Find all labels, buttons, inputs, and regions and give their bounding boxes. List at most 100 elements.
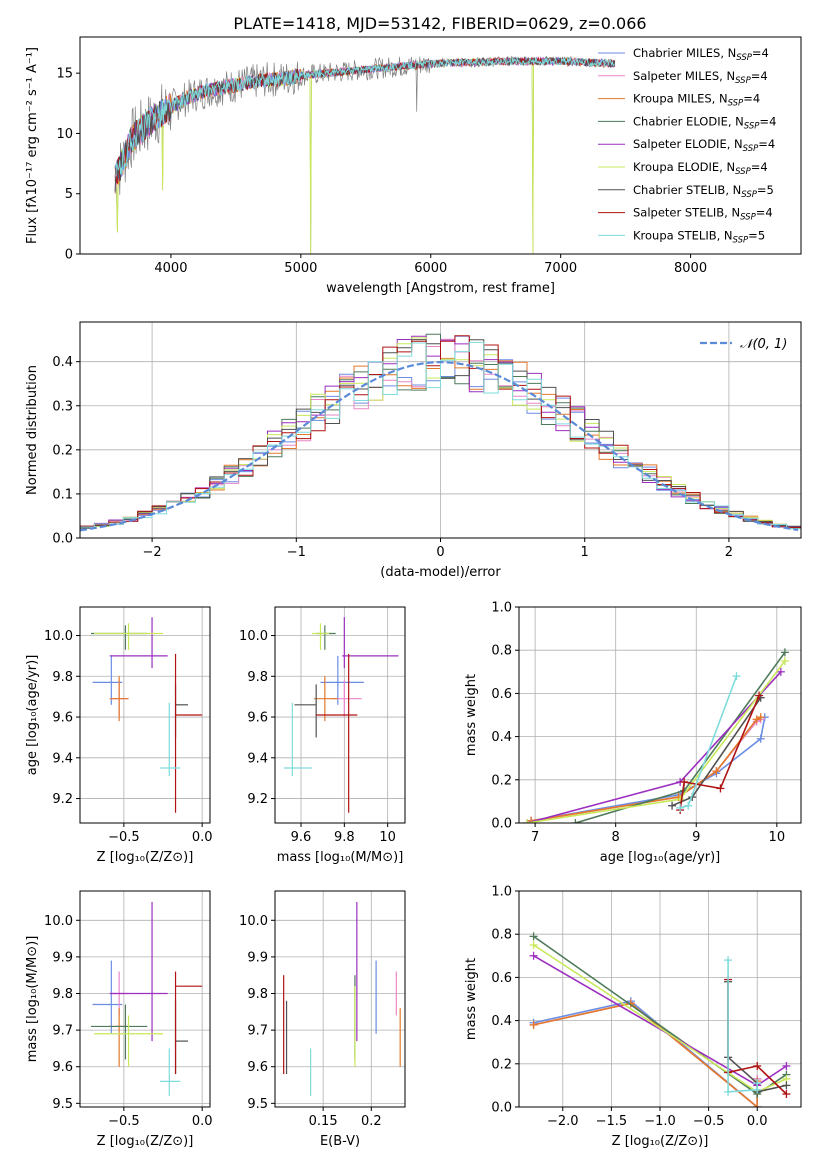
x-axis-label: Z [log₁₀(Z/Z⊙)] (612, 1134, 709, 1149)
legend-name: Kroupa ELODIE (633, 160, 719, 174)
y-tick-label: 0.6 (491, 687, 512, 702)
mass-weight-marker (668, 801, 677, 810)
errorbar-salpeter_stelib (316, 653, 358, 813)
spectrum-model-salpeter_stelib (114, 56, 616, 185)
mass_vs_Z-grid (80, 891, 210, 1107)
y-tick-label: 15 (56, 67, 73, 82)
residuals-plot (80, 322, 801, 538)
massweight_vs_age-plot (519, 607, 801, 823)
mass-weight-marker (753, 1103, 762, 1107)
spectrum-model-kroupa_stelib (114, 57, 615, 177)
x-tick-label: 2 (725, 545, 733, 560)
x-tick-label: 10 (379, 830, 396, 845)
y-tick-label: 9.4 (247, 751, 268, 766)
legend-name: Salpeter MILES (633, 69, 719, 83)
age_vs_Z-plot (80, 607, 210, 823)
y-tick-label: 10.0 (239, 914, 268, 929)
y-tick-label: 0 (65, 248, 73, 263)
legend-label: Chabrier MILES, NSSP=4 (633, 46, 769, 63)
mass-weight-marker (571, 819, 580, 823)
y-tick-label: 9.7 (247, 1024, 268, 1039)
y-tick-label: 9.6 (52, 711, 73, 726)
spectrum-model-salpeter_miles (114, 56, 616, 190)
x-tick-label: −0.5 (108, 830, 140, 845)
x-tick-label: 7000 (544, 261, 577, 276)
legend-label: Salpeter MILES, NSSP=4 (633, 69, 768, 86)
x-tick-label: −1.5 (596, 1114, 628, 1129)
legend-name: Chabrier MILES (633, 46, 720, 60)
massweight_vs_age-grid (519, 607, 801, 823)
x-tick-label: 0.0 (747, 1114, 768, 1129)
x-axis-label: wavelength [Angstrom, rest frame] (326, 281, 555, 296)
legend-label: Kroupa ELODIE, NSSP=4 (633, 160, 768, 177)
mass-weight-marker (529, 932, 538, 941)
errorbar-chabrier_elodie (316, 625, 336, 650)
mass-weight-marker (724, 1087, 733, 1096)
x-tick-label: 0.0 (192, 830, 213, 845)
x-tick-label: 0.0 (192, 1114, 213, 1129)
legend-nssp: 5 (758, 228, 765, 242)
errorbar-salpeter_elodie (342, 617, 399, 669)
errorbar-kroupa_stelib (159, 1048, 181, 1097)
legend-entry: Salpeter ELODIE, NSSP=4 (598, 137, 775, 154)
spectrum-axes: 4000 5000 6000 7000 8000 0 5 10 15 wavelength [An… (25, 36, 802, 296)
spectrum-model-chabrier_miles (114, 56, 615, 193)
legend-name: Salpeter STELIB (633, 206, 724, 220)
errorbar-kroupa_stelib (283, 702, 312, 777)
errorbar-kroupa_elodie (94, 623, 164, 650)
mass_vs_ebv-grid (275, 891, 405, 1107)
massweight_vs_Z-grid (519, 891, 801, 1107)
legend-nssp: 4 (760, 160, 767, 174)
errorbar-chabrier_elodie (90, 625, 148, 650)
age_vs_mass-frame (274, 606, 406, 824)
errorbar-kroupa_miles (109, 676, 129, 722)
y-tick-label: 9.9 (52, 950, 73, 965)
y-tick-label: 9.9 (247, 950, 268, 965)
legend-nssp: 4 (760, 69, 767, 83)
y-axis-label: mass weight (464, 958, 479, 1040)
errorbar-chabrier_stelib (174, 1000, 189, 1075)
mass-weight-marker (676, 803, 685, 812)
x-axis-label: mass [log₁₀(M/M⊙)] (277, 850, 404, 865)
y-tick-label: 0.6 (491, 971, 512, 986)
spectrum-plot (114, 55, 616, 254)
errorbar-kroupa_stelib (159, 702, 181, 777)
massweight_vs_age-frame (518, 606, 802, 824)
y-tick-label: 1.0 (491, 601, 512, 616)
x-tick-label: 8 (612, 830, 620, 845)
mass-weight-marker (782, 1061, 791, 1070)
x-tick-label: 9.6 (291, 830, 312, 845)
y-tick-label: 9.6 (52, 1060, 73, 1075)
mass_vs_ebv-axes: 0.15 0.2 9.5 9.6 9.7 9.8 9.9 10.0 E(B-V) (239, 890, 406, 1149)
y-axis-label: mass [log₁₀(M/M⊙)] (25, 936, 40, 1063)
legend-entry: Chabrier ELODIE, NSSP=4 (598, 114, 776, 131)
y-tick-label: 10 (56, 127, 73, 142)
legend-entry: Kroupa ELODIE, NSSP=4 (598, 160, 768, 177)
x-axis-label: E(B-V) (320, 1134, 360, 1149)
legend-name: Chabrier STELIB (633, 183, 725, 197)
y-tick-label: 0.4 (491, 730, 512, 745)
age_vs_mass-plot (275, 607, 405, 823)
errorbar-chabrier_stelib (294, 684, 317, 738)
y-tick-label: 9.8 (52, 987, 73, 1002)
legend-nssp: 4 (762, 46, 769, 60)
errorbar-kroupa_elodie (94, 1015, 164, 1067)
errorbar-salpeter_elodie (109, 617, 168, 669)
y-tick-label: 9.2 (52, 792, 73, 807)
mass-weight-marker (712, 767, 721, 776)
y-tick-label: 9.5 (247, 1097, 268, 1112)
x-tick-label: 5000 (284, 261, 317, 276)
y-tick-label: 10.0 (239, 629, 268, 644)
legend-nssp: 4 (765, 206, 772, 220)
spectrum-model-kroupa_elodie (114, 56, 616, 254)
mass_vs_ebv-plot (275, 891, 405, 1107)
mass-weight-marker (529, 951, 538, 960)
age_vs_mass-axes: 9.6 9.8 10 9.2 9.4 9.6 9.8 10.0 mass [log₁₀(M/M⊙… (239, 606, 406, 865)
gaussian-curve (80, 360, 799, 532)
x-axis-label: age [log₁₀(age/yr)] (600, 850, 721, 865)
x-tick-label: −0.5 (693, 1114, 725, 1129)
legend-entry: Kroupa MILES, NSSP=4 (598, 92, 760, 109)
y-tick-label: 9.8 (52, 670, 73, 685)
x-tick-label: 9.8 (334, 830, 355, 845)
residuals-legend: 𝒩(0, 1) (700, 337, 787, 352)
